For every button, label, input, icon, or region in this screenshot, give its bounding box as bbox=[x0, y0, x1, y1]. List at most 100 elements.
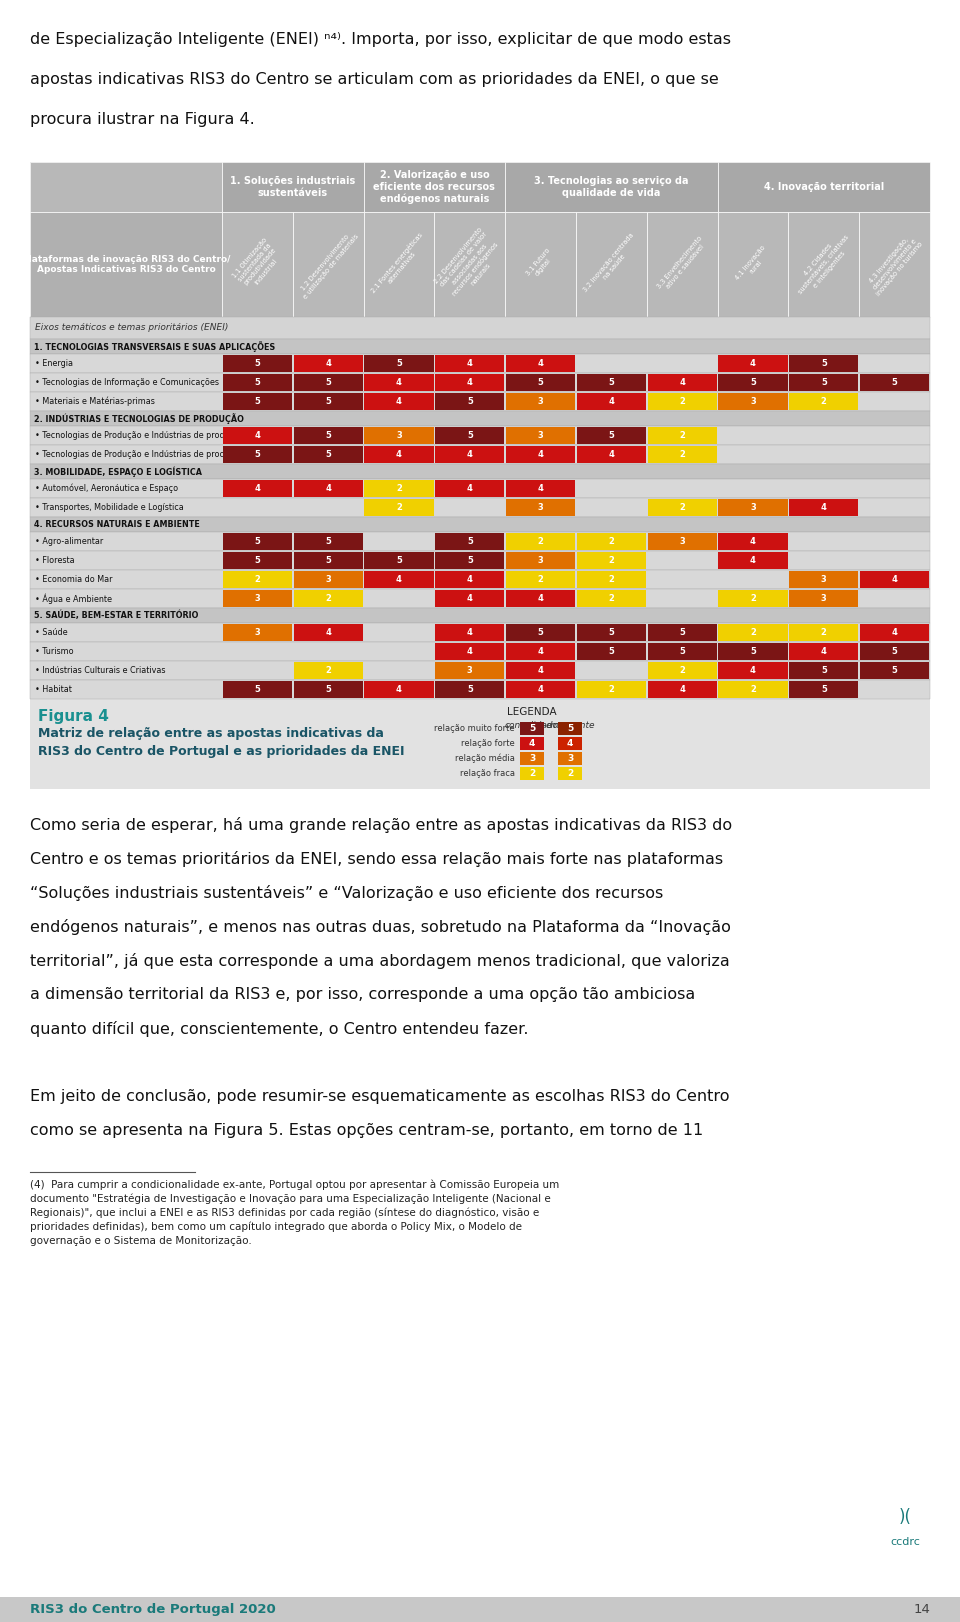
Text: 5: 5 bbox=[892, 378, 898, 388]
Text: 2: 2 bbox=[750, 684, 756, 694]
Bar bbox=[506, 551, 575, 569]
Text: • Indústrias Culturais e Criativas: • Indústrias Culturais e Criativas bbox=[35, 667, 165, 675]
Text: • Saúde: • Saúde bbox=[35, 628, 67, 637]
Bar bbox=[223, 446, 292, 464]
Bar bbox=[364, 162, 505, 212]
Text: 4: 4 bbox=[396, 684, 402, 694]
Text: 3.3 Envelhecimento
ativo e saudável: 3.3 Envelhecimento ativo e saudável bbox=[656, 235, 708, 294]
Bar bbox=[30, 642, 930, 662]
Text: 3.1 Futuro
digital: 3.1 Futuro digital bbox=[525, 248, 557, 282]
Text: 2: 2 bbox=[821, 397, 827, 406]
Text: relação muito forte: relação muito forte bbox=[434, 723, 515, 733]
Text: 2: 2 bbox=[750, 628, 756, 637]
Text: 4: 4 bbox=[325, 628, 331, 637]
Text: 5: 5 bbox=[609, 647, 614, 655]
Text: 5: 5 bbox=[680, 628, 685, 637]
Bar bbox=[506, 500, 575, 516]
Text: 4. RECURSOS NATURAIS E AMBIENTE: 4. RECURSOS NATURAIS E AMBIENTE bbox=[34, 521, 200, 529]
Bar bbox=[718, 590, 787, 607]
Text: 5: 5 bbox=[609, 628, 614, 637]
Bar bbox=[860, 571, 929, 589]
Bar bbox=[576, 212, 647, 316]
Text: 5: 5 bbox=[325, 431, 331, 440]
Text: 5: 5 bbox=[821, 667, 827, 675]
Text: Centro e os temas prioritários da ENEI, sendo essa relação mais forte nas plataf: Centro e os temas prioritários da ENEI, … bbox=[30, 852, 723, 868]
Bar bbox=[435, 624, 504, 641]
Text: 4: 4 bbox=[467, 576, 472, 584]
Text: relação média: relação média bbox=[455, 754, 515, 764]
Bar bbox=[30, 410, 930, 427]
Bar bbox=[435, 681, 504, 697]
Bar bbox=[435, 571, 504, 589]
Bar bbox=[860, 642, 929, 660]
Text: 4: 4 bbox=[750, 667, 756, 675]
Bar bbox=[223, 480, 292, 498]
Text: 3: 3 bbox=[396, 431, 402, 440]
Text: emergente: emergente bbox=[545, 722, 595, 730]
Text: )(: )( bbox=[899, 1508, 911, 1526]
Text: 1.1 Otimização
sustentada da
produtividade
industrial: 1.1 Otimização sustentada da produtivida… bbox=[231, 237, 284, 292]
Text: 3: 3 bbox=[750, 397, 756, 406]
Text: • Turismo: • Turismo bbox=[35, 647, 74, 655]
Bar bbox=[435, 446, 504, 464]
Bar bbox=[506, 446, 575, 464]
Bar bbox=[577, 571, 646, 589]
Bar bbox=[788, 212, 859, 316]
Bar bbox=[30, 464, 930, 478]
Text: 5: 5 bbox=[254, 449, 260, 459]
Bar bbox=[223, 393, 292, 410]
Bar bbox=[506, 662, 575, 680]
Text: 3: 3 bbox=[538, 397, 543, 406]
Text: 4: 4 bbox=[892, 576, 898, 584]
Text: 5: 5 bbox=[892, 667, 898, 675]
Bar bbox=[435, 590, 504, 607]
Text: ccdrc: ccdrc bbox=[890, 1538, 920, 1547]
Text: 4.3 Investigação,
desenvolvimento e
inovação no turismo: 4.3 Investigação, desenvolvimento e inov… bbox=[865, 232, 924, 297]
Text: 5: 5 bbox=[467, 397, 472, 406]
Bar bbox=[789, 393, 858, 410]
Bar bbox=[718, 624, 787, 641]
Bar bbox=[30, 339, 930, 354]
Bar bbox=[520, 767, 544, 780]
Text: 4: 4 bbox=[538, 647, 543, 655]
Text: • Tecnologias de Informação e Comunicações: • Tecnologias de Informação e Comunicaçõ… bbox=[35, 378, 219, 388]
Text: 4: 4 bbox=[467, 628, 472, 637]
Text: 3. Tecnologias ao serviço da
qualidade de vida: 3. Tecnologias ao serviço da qualidade d… bbox=[534, 177, 688, 198]
Bar bbox=[30, 623, 930, 642]
Bar bbox=[506, 427, 575, 444]
Text: • Agro-alimentar: • Agro-alimentar bbox=[35, 537, 104, 547]
Text: 4: 4 bbox=[325, 483, 331, 493]
Text: 5: 5 bbox=[254, 378, 260, 388]
Text: quanto difícil que, conscientemente, o Centro entendeu fazer.: quanto difícil que, conscientemente, o C… bbox=[30, 1020, 529, 1036]
Text: Eixos temáticos e temas prioritários (ENEI): Eixos temáticos e temas prioritários (EN… bbox=[35, 323, 228, 333]
Bar bbox=[718, 642, 787, 660]
Bar bbox=[435, 642, 504, 660]
Text: 3: 3 bbox=[538, 556, 543, 564]
Text: apostas indicativas RIS3 do Centro se articulam com as prioridades da ENEI, o qu: apostas indicativas RIS3 do Centro se ar… bbox=[30, 71, 719, 88]
Text: 5: 5 bbox=[680, 647, 685, 655]
Bar bbox=[789, 373, 858, 391]
Bar bbox=[860, 662, 929, 680]
Text: Em jeito de conclusão, pode resumir-se esquematicamente as escolhas RIS3 do Cent: Em jeito de conclusão, pode resumir-se e… bbox=[30, 1088, 730, 1105]
Text: 4: 4 bbox=[325, 358, 331, 368]
Bar bbox=[365, 427, 434, 444]
Bar bbox=[30, 478, 930, 498]
Bar bbox=[30, 162, 930, 699]
Text: • Economia do Mar: • Economia do Mar bbox=[35, 576, 112, 584]
Bar bbox=[789, 500, 858, 516]
Bar bbox=[365, 480, 434, 498]
Text: 4: 4 bbox=[750, 358, 756, 368]
Bar bbox=[718, 162, 930, 212]
Bar bbox=[577, 427, 646, 444]
Bar bbox=[30, 608, 930, 623]
Text: 2: 2 bbox=[529, 769, 535, 779]
Text: 2: 2 bbox=[609, 576, 614, 584]
Bar bbox=[30, 680, 930, 699]
Bar bbox=[435, 532, 504, 550]
Text: 4: 4 bbox=[529, 740, 535, 748]
Bar bbox=[294, 662, 363, 680]
Text: 3: 3 bbox=[821, 576, 827, 584]
Bar bbox=[365, 355, 434, 371]
Text: 2. Valorização e uso
eficiente dos recursos
endógenos naturais: 2. Valorização e uso eficiente dos recur… bbox=[373, 170, 495, 204]
Bar bbox=[30, 354, 930, 373]
